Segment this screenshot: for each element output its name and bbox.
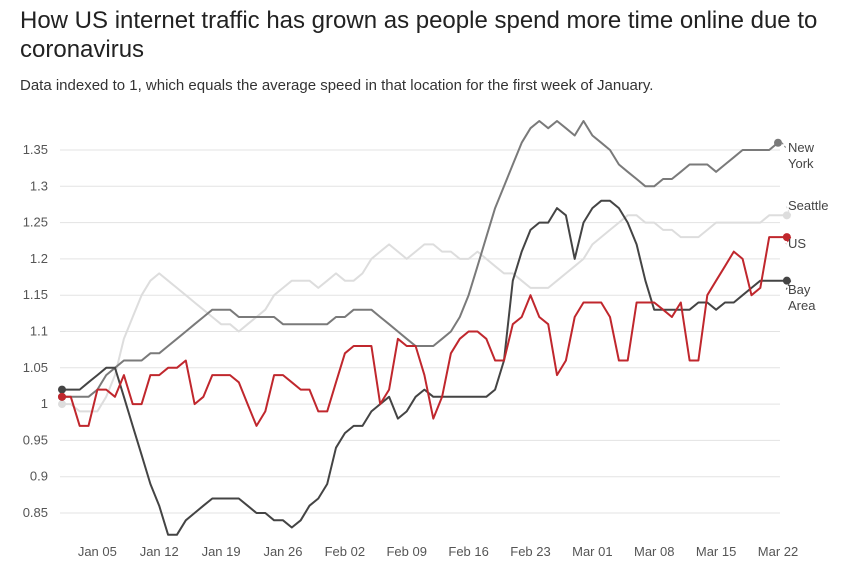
y-tick-label: 0.9 — [30, 469, 48, 484]
series-label-us: US — [788, 236, 806, 251]
x-tick-label: Feb 02 — [325, 544, 365, 559]
series-label-new-york: New — [788, 140, 815, 155]
y-tick-label: 1.3 — [30, 178, 48, 193]
y-tick-label: 1.2 — [30, 251, 48, 266]
series-label-bay-area: Bay — [788, 282, 811, 297]
y-tick-label: 0.95 — [23, 432, 48, 447]
y-tick-label: 1.25 — [23, 215, 48, 230]
x-tick-label: Jan 05 — [78, 544, 117, 559]
y-tick-label: 1 — [41, 396, 48, 411]
label-leader-seattle — [785, 205, 792, 216]
label-leader-new-york — [781, 142, 787, 149]
x-tick-label: Jan 12 — [140, 544, 179, 559]
end-marker-bay-area — [782, 276, 791, 285]
x-tick-label: Jan 26 — [263, 544, 302, 559]
series-label-bay-area: Area — [788, 298, 816, 313]
chart-title: How US internet traffic has grown as peo… — [20, 7, 818, 63]
x-axis: Jan 05 Jan 12 Jan 19 Jan 26 Feb 02 Feb 09 Feb … — [78, 544, 798, 559]
gridlines — [60, 149, 780, 514]
start-marker-us — [58, 392, 66, 401]
start-marker-bay-area — [58, 385, 66, 394]
series-line-us — [61, 236, 788, 427]
y-tick-label: 1.1 — [30, 324, 48, 339]
series-lines — [61, 120, 788, 536]
x-tick-label: Feb 23 — [510, 544, 550, 559]
x-tick-label: Feb 09 — [386, 544, 426, 559]
label-leader-bay-area — [785, 280, 792, 291]
x-tick-label: Feb 16 — [448, 544, 488, 559]
chart-subtitle: Data indexed to 1, which equals the aver… — [20, 77, 654, 94]
y-tick-label: 1.35 — [23, 142, 48, 157]
series-line-new-york — [61, 120, 779, 398]
y-tick-label: 1.15 — [23, 287, 48, 302]
series-label-new-york: York — [788, 156, 814, 171]
x-tick-label: Mar 01 — [572, 544, 612, 559]
start-marker-seattle — [58, 400, 66, 409]
x-tick-label: Jan 19 — [202, 544, 241, 559]
end-marker-us — [782, 233, 791, 242]
label-leader-us — [785, 236, 792, 245]
series-line-bay-area — [61, 199, 788, 536]
series-markers — [58, 138, 791, 409]
x-tick-label: Mar 22 — [758, 544, 798, 559]
x-tick-label: Mar 15 — [696, 544, 736, 559]
end-marker-new-york — [774, 138, 782, 147]
y-axis: 0.85 0.9 0.95 1 1.05 1.1 1.15 1.2 1.25 1.3 1.35 — [23, 142, 48, 520]
y-tick-label: 0.85 — [23, 505, 48, 520]
series-line-seattle — [61, 214, 788, 413]
series-label-seattle: Seattle — [788, 198, 828, 213]
x-tick-label: Mar 08 — [634, 544, 674, 559]
y-tick-label: 1.05 — [23, 360, 48, 375]
end-marker-seattle — [782, 211, 791, 220]
